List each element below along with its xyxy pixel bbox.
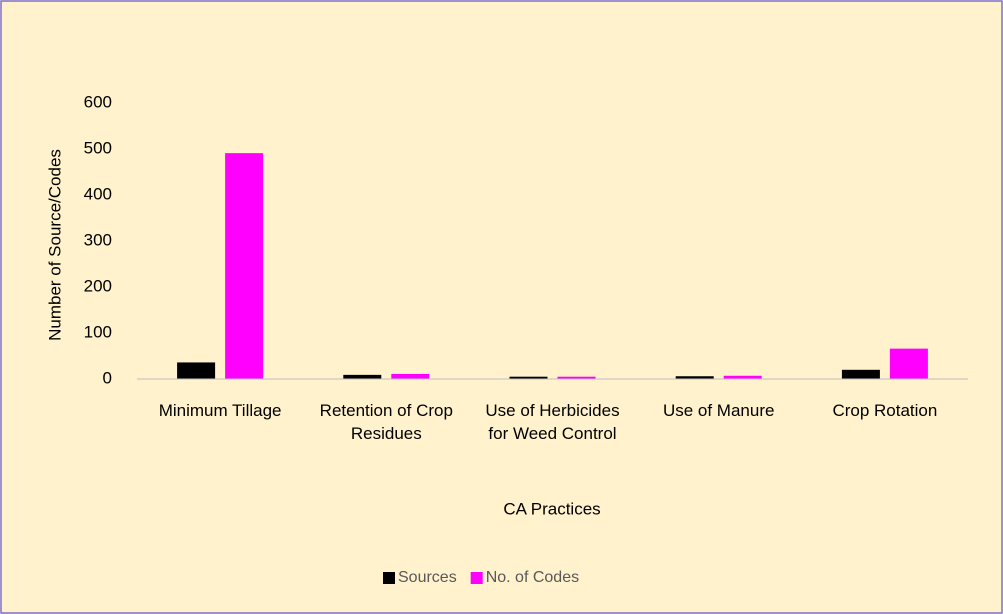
- x-tick-label: Crop Rotation: [832, 401, 938, 420]
- y-tick-label: 400: [84, 184, 112, 203]
- bar: [723, 375, 762, 379]
- bar: [675, 376, 714, 379]
- legend-swatch: [470, 572, 483, 584]
- y-tick-label: 0: [103, 368, 112, 387]
- legend-swatch: [383, 572, 395, 584]
- bar: [889, 348, 928, 379]
- y-tick-label: 200: [84, 276, 112, 295]
- bar: [177, 362, 216, 379]
- y-tick-label: 100: [84, 322, 112, 341]
- y-tick-label: 500: [84, 138, 112, 157]
- y-tick-label: 300: [84, 230, 112, 249]
- x-axis-title: CA Practices: [503, 499, 600, 518]
- bar: [509, 376, 548, 379]
- bar: [557, 376, 596, 379]
- y-tick-label: 600: [84, 92, 112, 111]
- legend-label: No. of Codes: [486, 569, 579, 586]
- x-tick-label: Minimum Tillage: [158, 401, 282, 420]
- bar: [391, 373, 430, 379]
- legend-label: Sources: [398, 569, 457, 586]
- bar: [343, 374, 382, 379]
- y-axis-title: Number of Source/Codes: [45, 149, 64, 341]
- x-tick-label: Retention of Crop Residues: [319, 401, 453, 443]
- bar: [841, 369, 880, 379]
- x-tick-label: Use of Herbicides for Weed Control: [485, 401, 620, 443]
- bar: [225, 153, 264, 379]
- x-tick-label: Use of Manure: [662, 401, 775, 420]
